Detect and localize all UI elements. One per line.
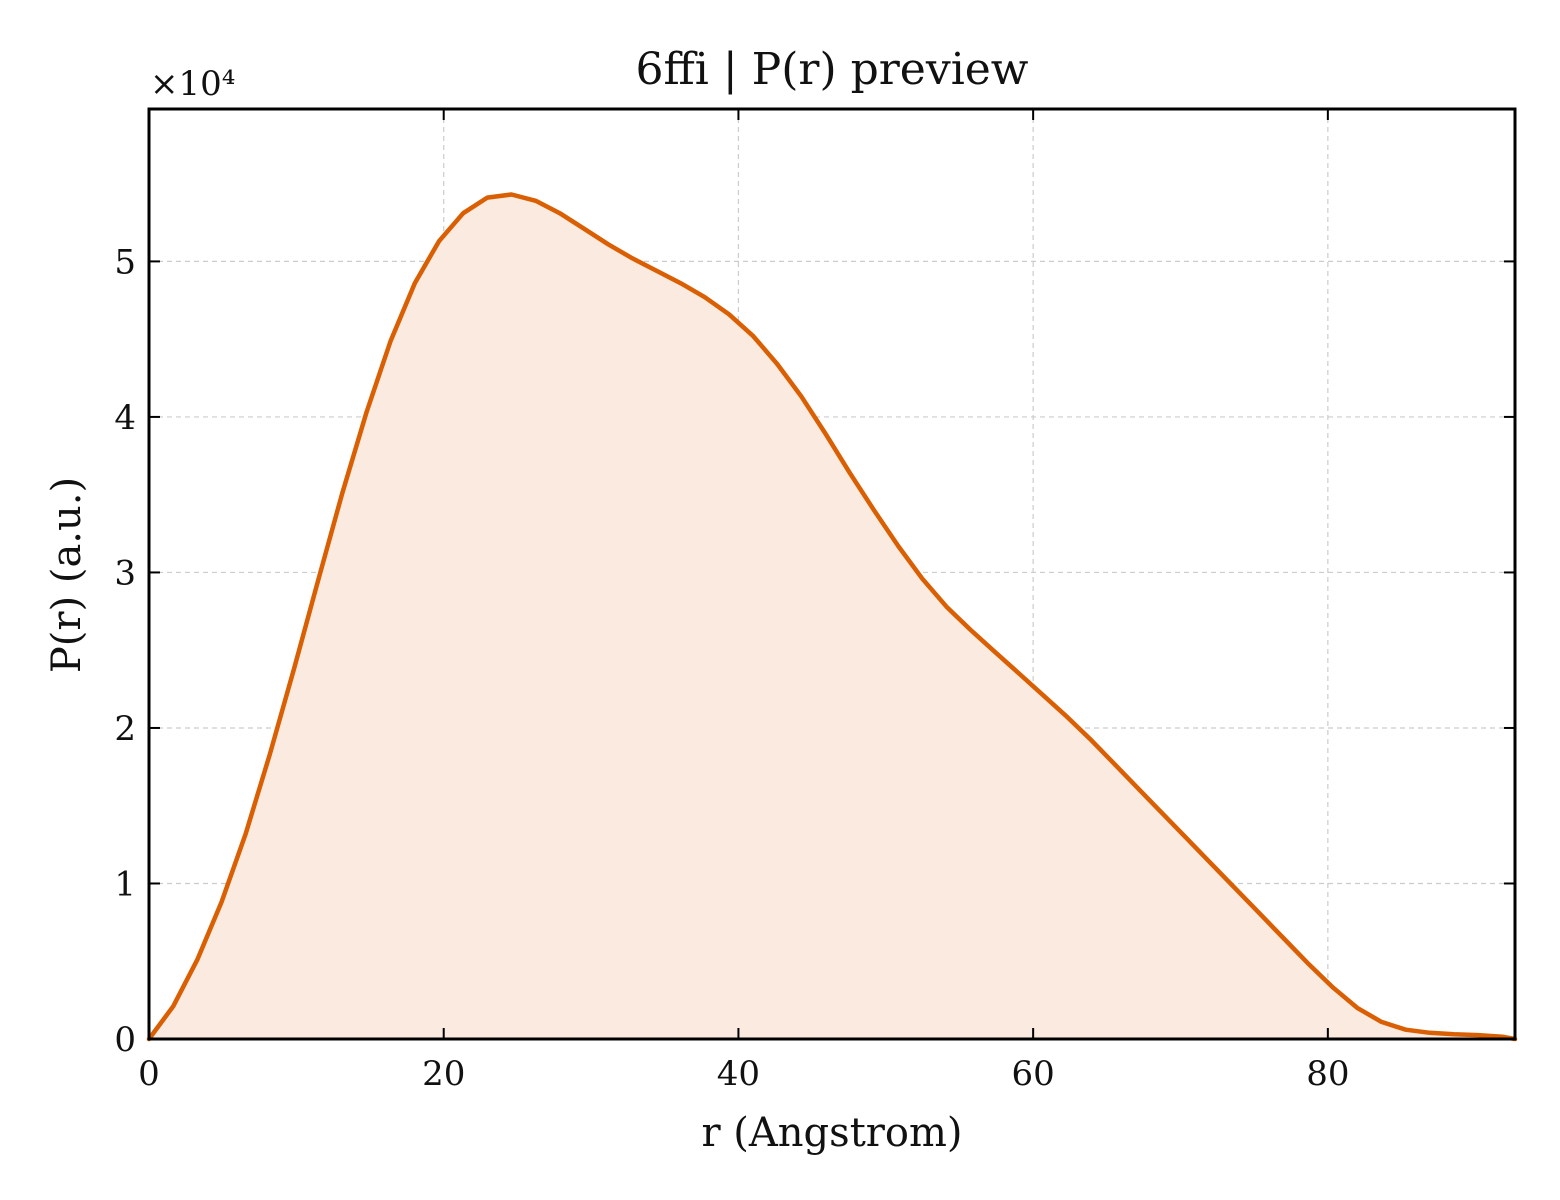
x-axis-label: r (Angstrom) xyxy=(701,1110,962,1156)
x-tick-label: 60 xyxy=(1012,1054,1055,1094)
y-tick-label: 4 xyxy=(114,398,136,438)
pr-area-fill xyxy=(149,194,1515,1039)
x-tick-label: 0 xyxy=(138,1054,160,1094)
x-tick-label: 40 xyxy=(717,1054,760,1094)
y-offset-label: ×10⁴ xyxy=(150,64,235,104)
y-tick-label: 3 xyxy=(114,553,136,593)
y-axis-label: P(r) (a.u.) xyxy=(44,477,90,673)
y-tick-label: 1 xyxy=(114,864,136,904)
x-tick-label: 20 xyxy=(422,1054,465,1094)
chart-title: 6ffi | P(r) preview xyxy=(636,44,1029,95)
y-tick-label: 2 xyxy=(114,709,136,749)
y-tick-label: 0 xyxy=(114,1020,136,1060)
plot-frame xyxy=(147,107,1517,1041)
pr-series-line xyxy=(146,192,1518,1042)
axis-ticks: 0 20 40 60 80 0 1 2 3 4 5 xyxy=(114,109,1515,1094)
y-tick-label: 5 xyxy=(114,242,136,282)
x-tick-label: 80 xyxy=(1306,1054,1349,1094)
